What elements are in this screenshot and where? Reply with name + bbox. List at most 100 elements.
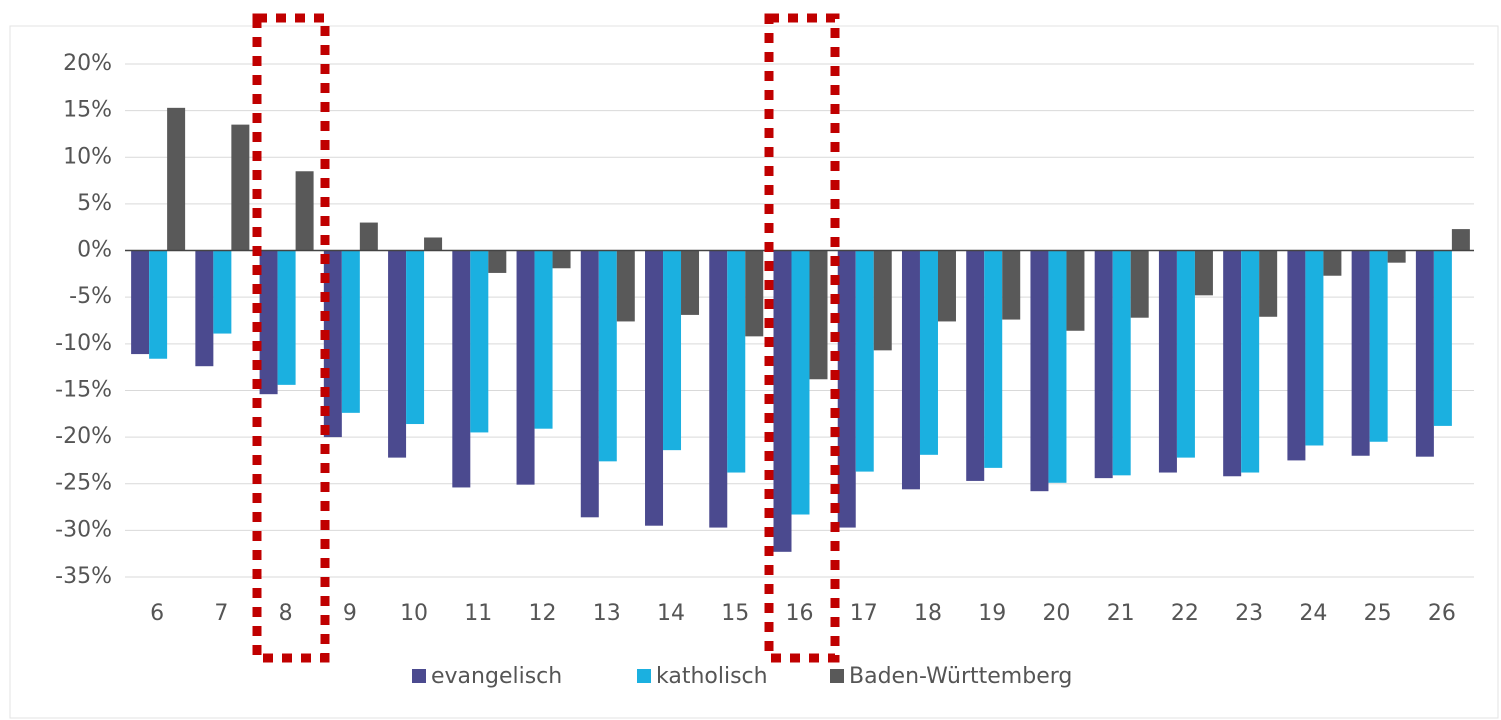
bar — [1241, 250, 1260, 473]
bar — [1194, 250, 1213, 296]
x-tick-label: 9 — [343, 601, 357, 626]
bar — [295, 171, 314, 251]
bar — [1130, 250, 1149, 318]
x-tick-label: 22 — [1171, 601, 1199, 626]
highlight-boxes — [252, 13, 840, 663]
bar — [919, 250, 938, 455]
bar — [1387, 250, 1406, 263]
bar — [937, 250, 956, 322]
x-tick-label: 6 — [150, 601, 164, 626]
bar — [277, 250, 296, 385]
y-tick-label: -30% — [55, 517, 112, 542]
y-tick-label: 5% — [77, 191, 112, 216]
x-tick-label: 26 — [1428, 601, 1456, 626]
x-tick-label: 12 — [529, 601, 557, 626]
bar — [1369, 250, 1388, 442]
bar — [727, 250, 746, 473]
bar — [406, 250, 425, 425]
legend-swatch — [830, 669, 844, 683]
bar — [745, 250, 764, 337]
bar — [167, 107, 186, 251]
bar — [1415, 250, 1434, 457]
bar — [149, 250, 168, 359]
bar — [598, 250, 617, 462]
legend-swatch — [412, 669, 426, 683]
bar — [681, 250, 700, 315]
legend-label: katholisch — [656, 664, 768, 689]
bar — [534, 250, 553, 429]
y-tick-label: -10% — [55, 331, 112, 356]
x-tick-label: 19 — [978, 601, 1006, 626]
bar — [1433, 250, 1452, 426]
bar — [1351, 250, 1370, 456]
bar — [966, 250, 985, 481]
y-tick-label: 0% — [77, 238, 112, 263]
bar — [1002, 250, 1021, 320]
x-tick-label: 11 — [464, 601, 492, 626]
bar — [873, 250, 892, 351]
x-tick-label: 18 — [914, 601, 942, 626]
bar — [424, 237, 443, 251]
bar — [1323, 250, 1342, 276]
bar — [645, 250, 664, 526]
x-tick-label: 13 — [593, 601, 621, 626]
x-tick-label: 20 — [1042, 601, 1070, 626]
x-tick-label: 8 — [279, 601, 293, 626]
y-tick-label: -35% — [55, 564, 112, 589]
y-tick-label: -15% — [55, 377, 112, 402]
bar — [1259, 250, 1278, 317]
bar — [452, 250, 471, 488]
bar — [1112, 250, 1131, 476]
bar — [213, 250, 232, 334]
bar — [984, 250, 1003, 468]
bar — [388, 250, 407, 458]
x-tick-label: 10 — [400, 601, 428, 626]
legend-label: Baden-Württemberg — [849, 664, 1072, 689]
bar — [1158, 250, 1177, 473]
bar — [488, 250, 507, 273]
bar — [341, 250, 360, 413]
bar — [809, 250, 828, 380]
x-tick-label: 23 — [1235, 601, 1263, 626]
plot-area: 20% 15% 10% 5% 0% -5% -10% -15% -20% -25% -30% -35%… — [55, 51, 1474, 689]
bar — [773, 250, 792, 552]
bar — [1176, 250, 1195, 458]
x-tick-label: 25 — [1364, 601, 1392, 626]
bar — [470, 250, 489, 433]
bar — [1287, 250, 1306, 461]
highlight-box — [764, 13, 840, 663]
bar — [259, 250, 278, 395]
legend-swatch — [637, 669, 651, 683]
y-tick-label: 20% — [63, 51, 112, 76]
bar — [552, 250, 571, 269]
bar — [837, 250, 856, 528]
bar — [516, 250, 535, 485]
bar — [1066, 250, 1085, 331]
bar — [616, 250, 635, 322]
x-tick-label: 7 — [214, 601, 228, 626]
y-tick-label: -20% — [55, 424, 112, 449]
x-tick-label: 17 — [850, 601, 878, 626]
bar — [1305, 250, 1324, 446]
x-tick-label: 15 — [721, 601, 749, 626]
bar — [663, 250, 682, 451]
x-tick-label: 16 — [786, 601, 814, 626]
x-tick-label: 14 — [657, 601, 685, 626]
bar — [1451, 229, 1470, 251]
y-tick-label: 15% — [63, 98, 112, 123]
bar — [195, 250, 214, 367]
x-tick-label: 21 — [1107, 601, 1135, 626]
bar — [1223, 250, 1242, 477]
bar — [580, 250, 599, 518]
bar — [709, 250, 728, 528]
bar — [901, 250, 920, 490]
bar — [131, 250, 150, 355]
bar — [1030, 250, 1049, 492]
y-tick-label: 10% — [63, 144, 112, 169]
y-tick-label: -5% — [69, 284, 112, 309]
bar — [359, 222, 378, 251]
x-tick-label: 24 — [1299, 601, 1327, 626]
bar — [1048, 250, 1067, 483]
